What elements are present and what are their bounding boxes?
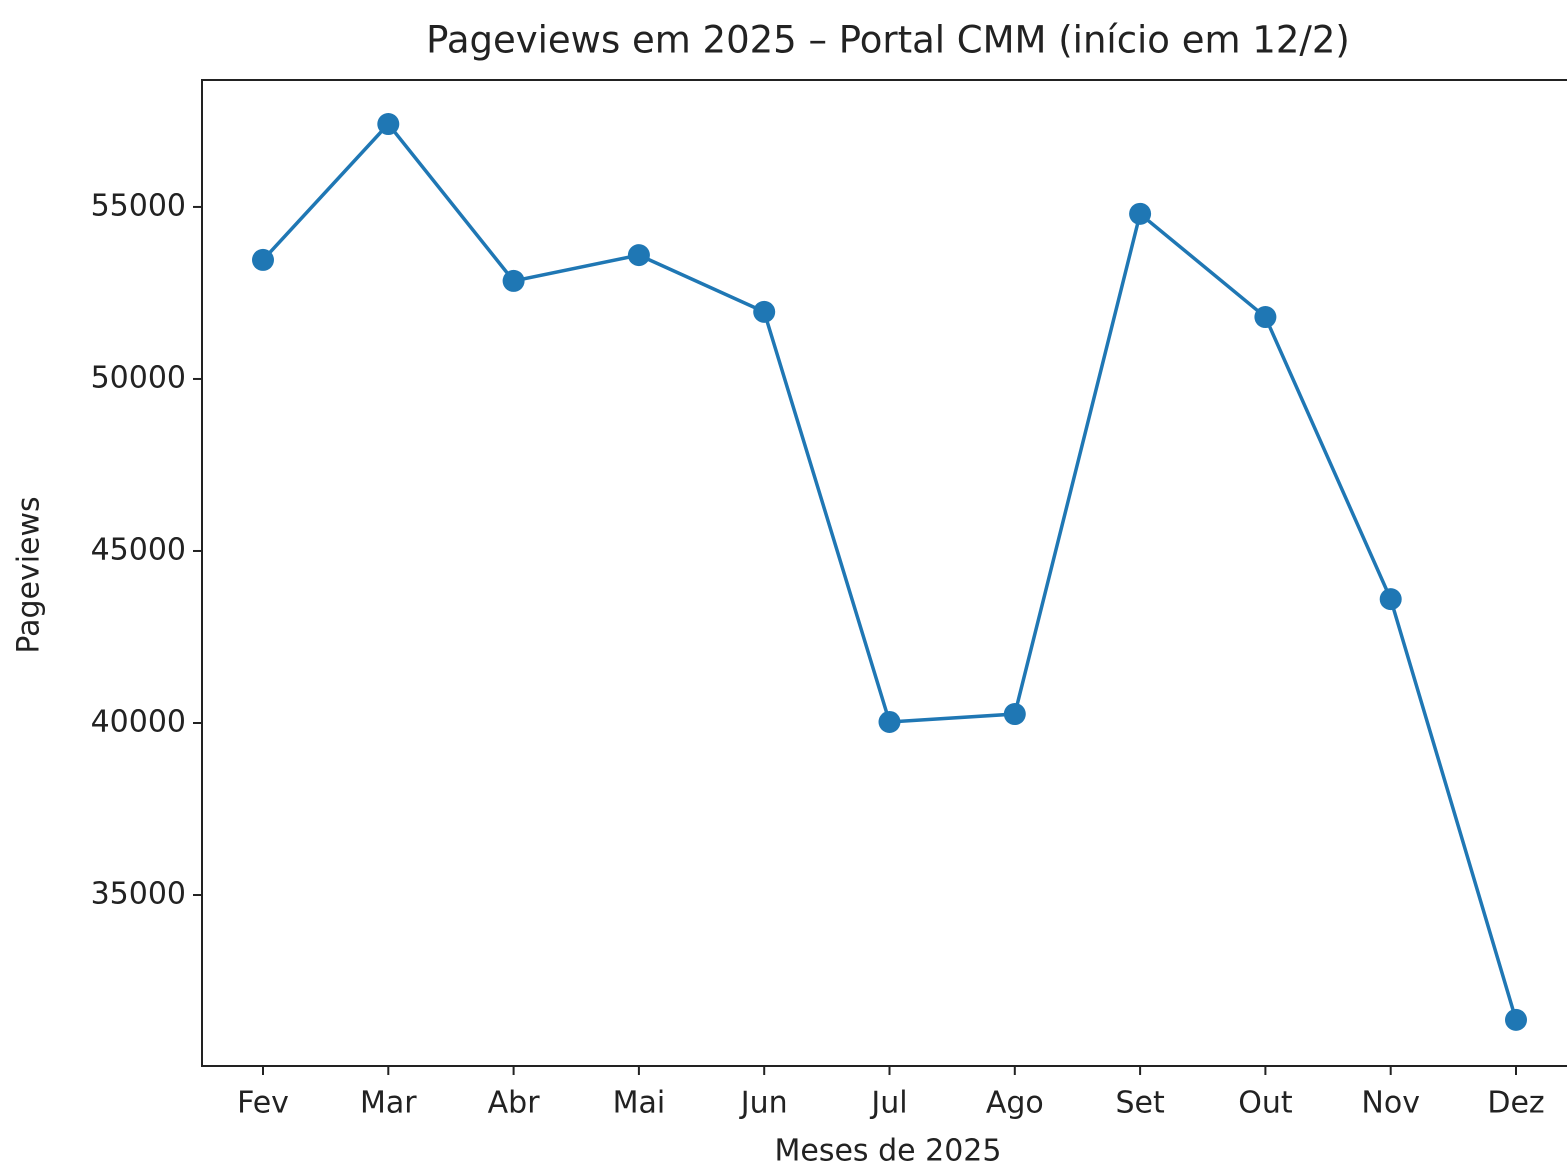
- y-tick-label: 45000: [91, 532, 186, 567]
- point: [1129, 202, 1152, 225]
- y-tick-label: 50000: [91, 360, 186, 395]
- point: [502, 269, 525, 292]
- y-axis-label: Pageviews: [12, 496, 47, 653]
- y-tick-label: 40000: [91, 704, 186, 739]
- x-tick-label: Set: [1115, 1086, 1165, 1121]
- x-tick-label: Dez: [1487, 1086, 1544, 1121]
- x-tick-label: Abr: [488, 1086, 541, 1121]
- x-tick-label: Mai: [613, 1086, 666, 1121]
- x-tick-label: Fev: [237, 1086, 289, 1121]
- x-tick-label: Nov: [1361, 1086, 1420, 1121]
- x-tick-label: Mar: [360, 1086, 417, 1121]
- point: [1505, 1008, 1527, 1031]
- plot-frame: [201, 79, 1567, 1067]
- x-tick-label: Ago: [986, 1086, 1044, 1121]
- point: [753, 300, 776, 323]
- series-line: [261, 121, 1518, 1021]
- point: [1379, 588, 1402, 611]
- chart-title: Pageviews em 2025 – Portal CMM (início e…: [426, 19, 1350, 62]
- y-tick-label: 35000: [91, 877, 186, 912]
- point: [252, 248, 274, 271]
- y-tick-label: 55000: [91, 188, 186, 223]
- point: [1254, 306, 1277, 329]
- x-axis-label: Meses de 2025: [775, 1134, 1002, 1167]
- point: [377, 113, 400, 136]
- x-tick-label: Jul: [869, 1086, 907, 1121]
- x-tick-label: Jun: [739, 1086, 788, 1121]
- x-tick-label: Out: [1238, 1086, 1293, 1121]
- point: [878, 710, 901, 733]
- point: [1003, 703, 1026, 726]
- point: [627, 244, 650, 267]
